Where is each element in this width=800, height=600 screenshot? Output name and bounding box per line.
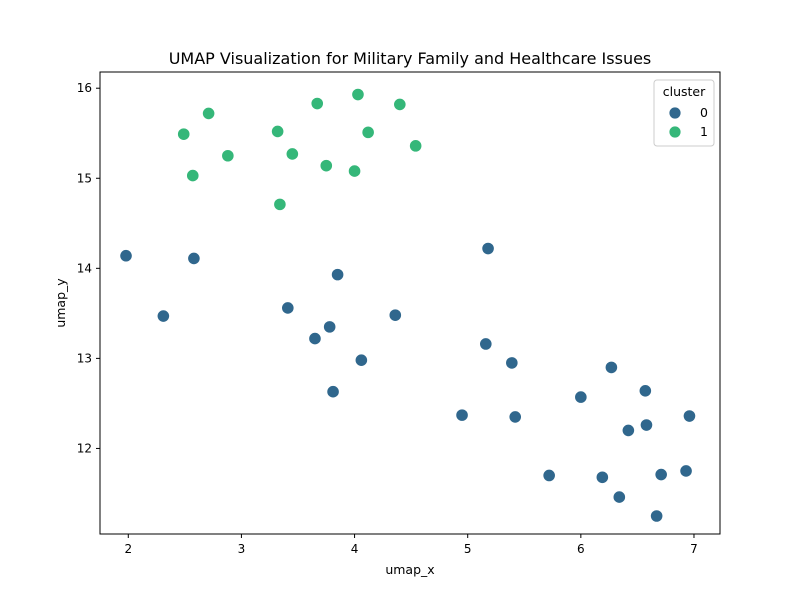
point-cluster-1-5 [273,197,287,211]
x-tick-label: 2 [124,542,132,556]
point-cluster-0-6 [326,385,340,399]
point-cluster-0-22 [639,418,654,432]
point-cluster-1-10 [351,87,365,102]
point-cluster-0-3 [281,301,295,315]
x-tick-label: 5 [464,542,472,556]
point-cluster-0-4 [308,331,322,346]
point-cluster-0-2 [187,251,201,266]
legend-title: cluster [663,84,706,99]
point-cluster-1-7 [310,96,324,111]
y-tick-label: 13 [77,351,92,365]
point-cluster-0-10 [455,408,469,422]
point-cluster-1-9 [347,164,362,178]
point-cluster-1-13 [409,139,423,153]
point-cluster-0-9 [388,308,402,322]
y-tick-label: 14 [77,261,92,275]
point-cluster-0-26 [682,409,697,423]
point-cluster-1-0 [177,127,191,141]
point-cluster-1-8 [319,159,333,173]
point-cluster-0-16 [574,390,588,404]
point-cluster-1-4 [271,124,285,139]
y-tick-label: 12 [77,441,92,455]
x-tick-label: 3 [238,542,246,556]
point-cluster-0-15 [542,468,556,483]
legend-label-0: 0 [700,105,708,120]
point-cluster-0-11 [479,337,493,351]
point-cluster-0-21 [638,384,652,398]
x-axis-label: umap_x [385,562,434,577]
point-cluster-0-1 [156,309,170,323]
point-cluster-0-17 [595,470,609,484]
point-cluster-0-18 [604,360,618,374]
point-cluster-0-24 [654,467,668,482]
point-cluster-0-19 [612,490,626,504]
legend-marker-1 [668,125,682,139]
x-tick-label: 7 [690,542,698,556]
legend-box [653,79,715,147]
x-tick-label: 6 [577,542,585,556]
point-cluster-1-6 [285,147,299,161]
point-cluster-0-14 [508,410,522,424]
y-axis-label: umap_y [53,278,68,328]
x-tick-label: 4 [351,542,359,556]
legend: cluster 0 1 [653,79,715,147]
y-tick-label: 15 [77,171,92,185]
y-axis: 12 13 14 15 16 [77,81,100,455]
point-cluster-1-11 [361,125,375,139]
chart-title: UMAP Visualization for Military Family a… [169,49,652,68]
point-cluster-0-20 [621,423,635,438]
plot-frame [99,71,721,535]
point-cluster-0-7 [330,268,345,282]
points-layer [119,87,697,523]
point-cluster-1-3 [221,149,235,163]
legend-marker-0 [668,106,682,120]
x-axis: 2 3 4 5 6 7 [124,534,698,556]
point-cluster-0-5 [323,320,337,334]
point-cluster-0-23 [650,509,664,523]
point-cluster-0-0 [119,249,133,263]
point-cluster-1-12 [393,97,407,112]
point-cluster-1-2 [202,106,216,121]
point-cluster-0-8 [354,353,368,367]
y-tick-label: 16 [77,81,92,95]
point-cluster-0-12 [481,241,495,256]
legend-label-1: 1 [700,124,708,139]
point-cluster-0-13 [505,356,519,370]
point-cluster-0-25 [679,464,693,478]
point-cluster-1-1 [186,168,200,183]
